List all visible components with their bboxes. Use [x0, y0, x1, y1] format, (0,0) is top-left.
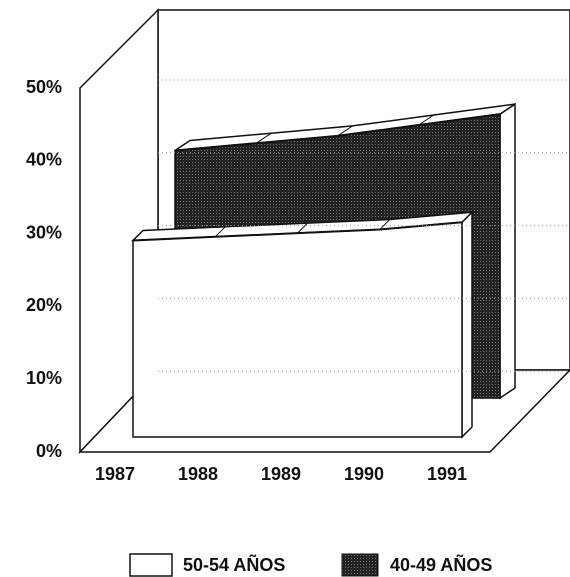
- area-seam: [214, 226, 226, 238]
- legend-swatch: [129, 553, 173, 577]
- y-tick-label: 40%: [26, 150, 62, 170]
- area-line: [174, 113, 501, 152]
- legend-swatch: [341, 553, 379, 577]
- area-seam: [418, 114, 435, 126]
- area-fill: [132, 221, 463, 438]
- y-tick-label: 30%: [26, 222, 62, 242]
- area-side: [461, 210, 473, 439]
- y-tick-label: 50%: [26, 77, 62, 97]
- x-tick-label: 1989: [261, 464, 301, 484]
- legend-label: 40-49 AÑOS: [390, 554, 492, 575]
- area-seam: [255, 132, 272, 144]
- y-tick-label: 10%: [26, 368, 62, 388]
- area-seam: [379, 219, 391, 230]
- area-seam: [337, 125, 353, 137]
- area-seam: [297, 222, 308, 234]
- x-tick-label: 1988: [178, 464, 218, 484]
- y-tick-label: 20%: [26, 295, 62, 315]
- legend-label: 50-54 AÑOS: [183, 554, 285, 575]
- x-tick-label: 1987: [95, 464, 135, 484]
- y-tick-label: 0%: [36, 441, 62, 461]
- x-tick-label: 1990: [344, 464, 384, 484]
- area-line: [132, 221, 463, 242]
- area-side: [499, 102, 516, 400]
- x-tick-label: 1991: [427, 464, 467, 484]
